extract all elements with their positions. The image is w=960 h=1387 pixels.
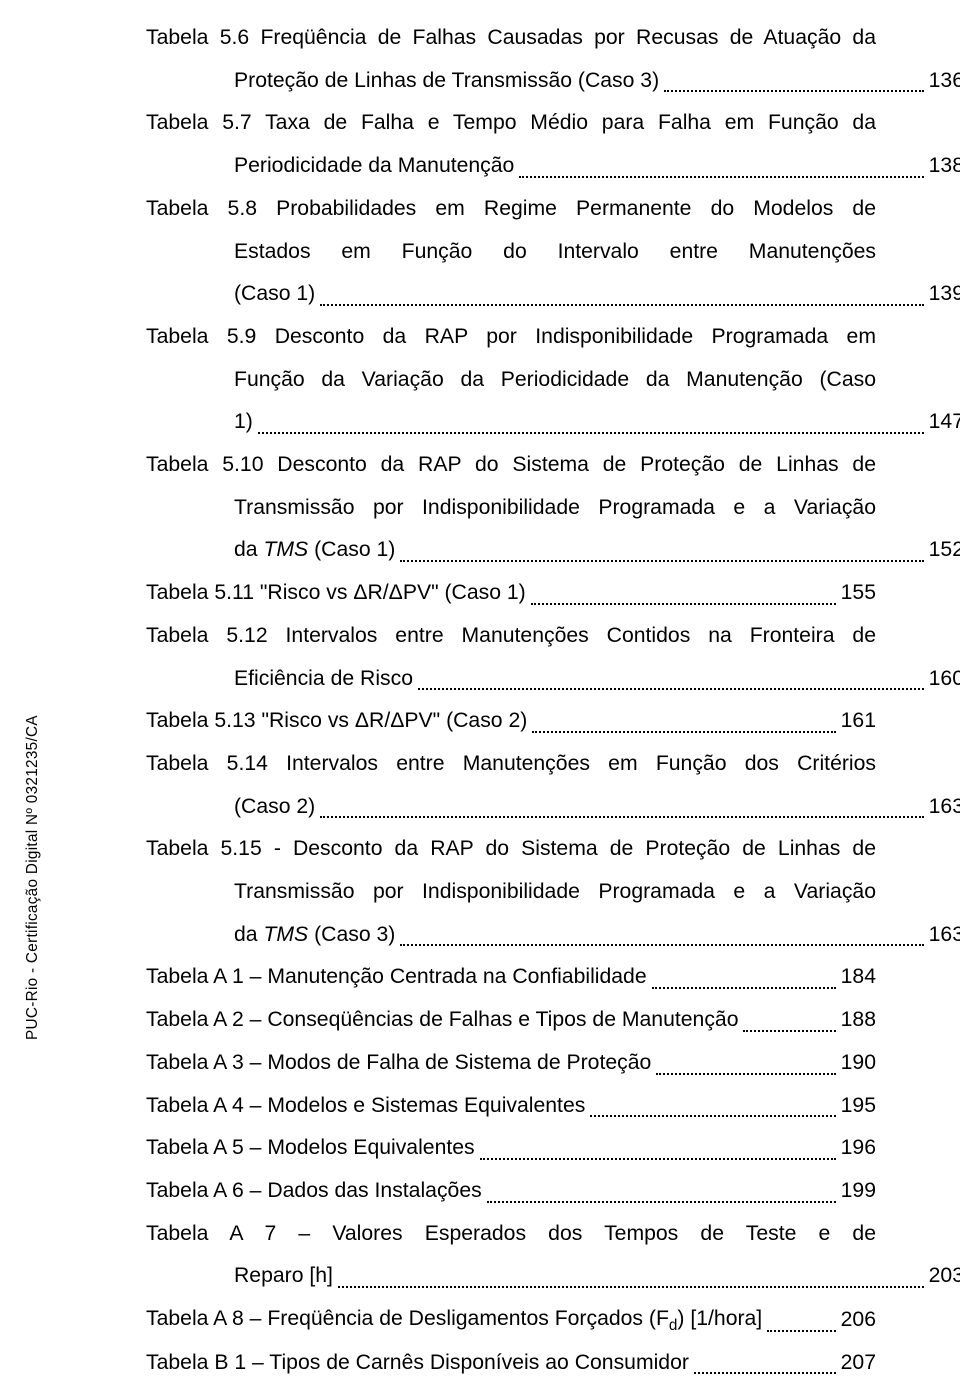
toc-entry: Reparo [h] 203 (146, 1256, 960, 1297)
toc-entry-page: 206 (841, 1300, 876, 1341)
toc-entry-page: 196 (841, 1128, 876, 1169)
toc-wrap-line: Tabela 5.8 Probabilidades em Regime Perm… (146, 189, 876, 230)
leader-dots (652, 986, 836, 989)
toc-wrap-line: Estados em Função do Intervalo entre Man… (146, 232, 876, 273)
toc-entry-page: 188 (841, 1000, 876, 1041)
toc-entry-label: (Caso 1) (234, 274, 315, 315)
toc-wrap-line: Tabela 5.10 Desconto da RAP do Sistema d… (146, 445, 876, 486)
toc-entry-label: Tabela B 1 – Tipos de Carnês Disponíveis… (146, 1343, 689, 1384)
leader-dots (767, 1329, 835, 1332)
toc-entry-label: Eficiência de Risco (234, 659, 413, 700)
leader-dots (258, 431, 924, 434)
toc-entry: Periodicidade da Manutenção 138 (146, 146, 960, 187)
toc-entry-page: 190 (841, 1043, 876, 1084)
toc-entry-label: da TMS (Caso 3) (234, 915, 395, 956)
toc-entry-page: 203 (929, 1256, 960, 1297)
leader-dots (480, 1157, 836, 1160)
toc-wrap-line: Função da Variação da Periodicidade da M… (146, 360, 876, 401)
toc-entry: Tabela A 8 – Freqüência de Desligamentos… (146, 1299, 876, 1341)
toc-entry-label: da TMS (Caso 1) (234, 530, 395, 571)
toc-entry-page: 195 (841, 1086, 876, 1127)
leader-dots (320, 303, 923, 306)
toc-body: Tabela 5.6 Freqüência de Falhas Causadas… (146, 18, 876, 1385)
toc-entry: Tabela A 3 – Modos de Falha de Sistema d… (146, 1043, 876, 1084)
leader-dots (400, 943, 923, 946)
toc-entry: Tabela A 5 – Modelos Equivalentes 196 (146, 1128, 876, 1169)
toc-entry-label: 1) (234, 402, 253, 443)
toc-entry-label: Periodicidade da Manutenção (234, 146, 514, 187)
toc-wrap-line: Tabela 5.15 - Desconto da RAP do Sistema… (146, 829, 876, 870)
toc-entry-label: Tabela A 5 – Modelos Equivalentes (146, 1128, 475, 1169)
toc-entry-page: 160 (929, 659, 960, 700)
toc-wrap-line: Tabela 5.7 Taxa de Falha e Tempo Médio p… (146, 103, 876, 144)
toc-entry: Tabela 5.13 "Risco vs ΔR/ΔPV" (Caso 2) 16… (146, 701, 876, 742)
toc-entry: Tabela A 1 – Manutenção Centrada na Conf… (146, 957, 876, 998)
leader-dots (338, 1285, 924, 1288)
toc-wrap-line: Tabela 5.12 Intervalos entre Manutenções… (146, 616, 876, 657)
toc-entry-page: 184 (841, 957, 876, 998)
toc-entry-label: Tabela A 4 – Modelos e Sistemas Equivale… (146, 1086, 585, 1127)
leader-dots (743, 1029, 835, 1032)
leader-dots (590, 1114, 835, 1117)
toc-entry-page: 138 (929, 146, 960, 187)
leader-dots (400, 559, 923, 562)
toc-wrap-line: Transmissão por Indisponibilidade Progra… (146, 872, 876, 913)
toc-entry: (Caso 1) 139 (146, 274, 960, 315)
leader-dots (532, 730, 835, 733)
toc-wrap-line: Tabela A 7 – Valores Esperados dos Tempo… (146, 1214, 876, 1255)
toc-wrap-line: Transmissão por Indisponibilidade Progra… (146, 488, 876, 529)
leader-dots (519, 175, 923, 178)
leader-dots (531, 602, 836, 605)
toc-entry-label: Reparo [h] (234, 1256, 333, 1297)
toc-entry-page: 161 (841, 701, 876, 742)
toc-entry-label: Tabela A 2 – Conseqüências de Falhas e T… (146, 1000, 738, 1041)
toc-entry-page: 207 (841, 1343, 876, 1384)
toc-entry-label: Tabela A 8 – Freqüência de Desligamentos… (146, 1299, 762, 1341)
toc-entry-label: Tabela A 1 – Manutenção Centrada na Conf… (146, 957, 647, 998)
toc-entry-label: Tabela 5.13 "Risco vs ΔR/ΔPV" (Caso 2) (146, 701, 527, 742)
toc-entry: Tabela A 2 – Conseqüências de Falhas e T… (146, 1000, 876, 1041)
toc-entry-page: 136 (929, 61, 960, 102)
toc-entry-page: 147 (929, 402, 960, 443)
toc-entry-label: Tabela A 3 – Modos de Falha de Sistema d… (146, 1043, 651, 1084)
toc-entry: Tabela A 6 – Dados das Instalações 199 (146, 1171, 876, 1212)
toc-entry-label: (Caso 2) (234, 787, 315, 828)
toc-entry-page: 152 (929, 530, 960, 571)
toc-entry-label: Tabela A 6 – Dados das Instalações (146, 1171, 482, 1212)
leader-dots (656, 1072, 835, 1075)
toc-entry: Proteção de Linhas de Transmissão (Caso … (146, 61, 960, 102)
toc-entry-page: 163 (929, 915, 960, 956)
toc-entry-page: 139 (929, 274, 960, 315)
leader-dots (664, 89, 923, 92)
toc-wrap-line: Tabela 5.6 Freqüência de Falhas Causadas… (146, 18, 876, 59)
toc-wrap-line: Tabela 5.14 Intervalos entre Manutenções… (146, 744, 876, 785)
toc-entry: 1) 147 (146, 402, 960, 443)
leader-dots (694, 1371, 836, 1374)
toc-entry-label: Proteção de Linhas de Transmissão (Caso … (234, 61, 659, 102)
leader-dots (418, 687, 924, 690)
toc-entry: da TMS (Caso 3) 163 (146, 915, 960, 956)
toc-entry: Tabela 5.11 "Risco vs ΔR/ΔPV" (Caso 1) 15… (146, 573, 876, 614)
toc-entry: Eficiência de Risco 160 (146, 659, 960, 700)
toc-entry-label: Tabela 5.11 "Risco vs ΔR/ΔPV" (Caso 1) (146, 573, 526, 614)
toc-entry: Tabela B 1 – Tipos de Carnês Disponíveis… (146, 1343, 876, 1384)
toc-entry-page: 155 (841, 573, 876, 614)
toc-entry-page: 163 (929, 787, 960, 828)
leader-dots (487, 1200, 836, 1203)
toc-entry: (Caso 2) 163 (146, 787, 960, 828)
toc-entry-page: 199 (841, 1171, 876, 1212)
toc-wrap-line: Tabela 5.9 Desconto da RAP por Indisponi… (146, 317, 876, 358)
toc-entry: Tabela A 4 – Modelos e Sistemas Equivale… (146, 1086, 876, 1127)
leader-dots (320, 815, 923, 818)
toc-entry: da TMS (Caso 1) 152 (146, 530, 960, 571)
certification-sidetext: PUC-Rio - Certificação Digital Nº 032123… (24, 715, 42, 1040)
